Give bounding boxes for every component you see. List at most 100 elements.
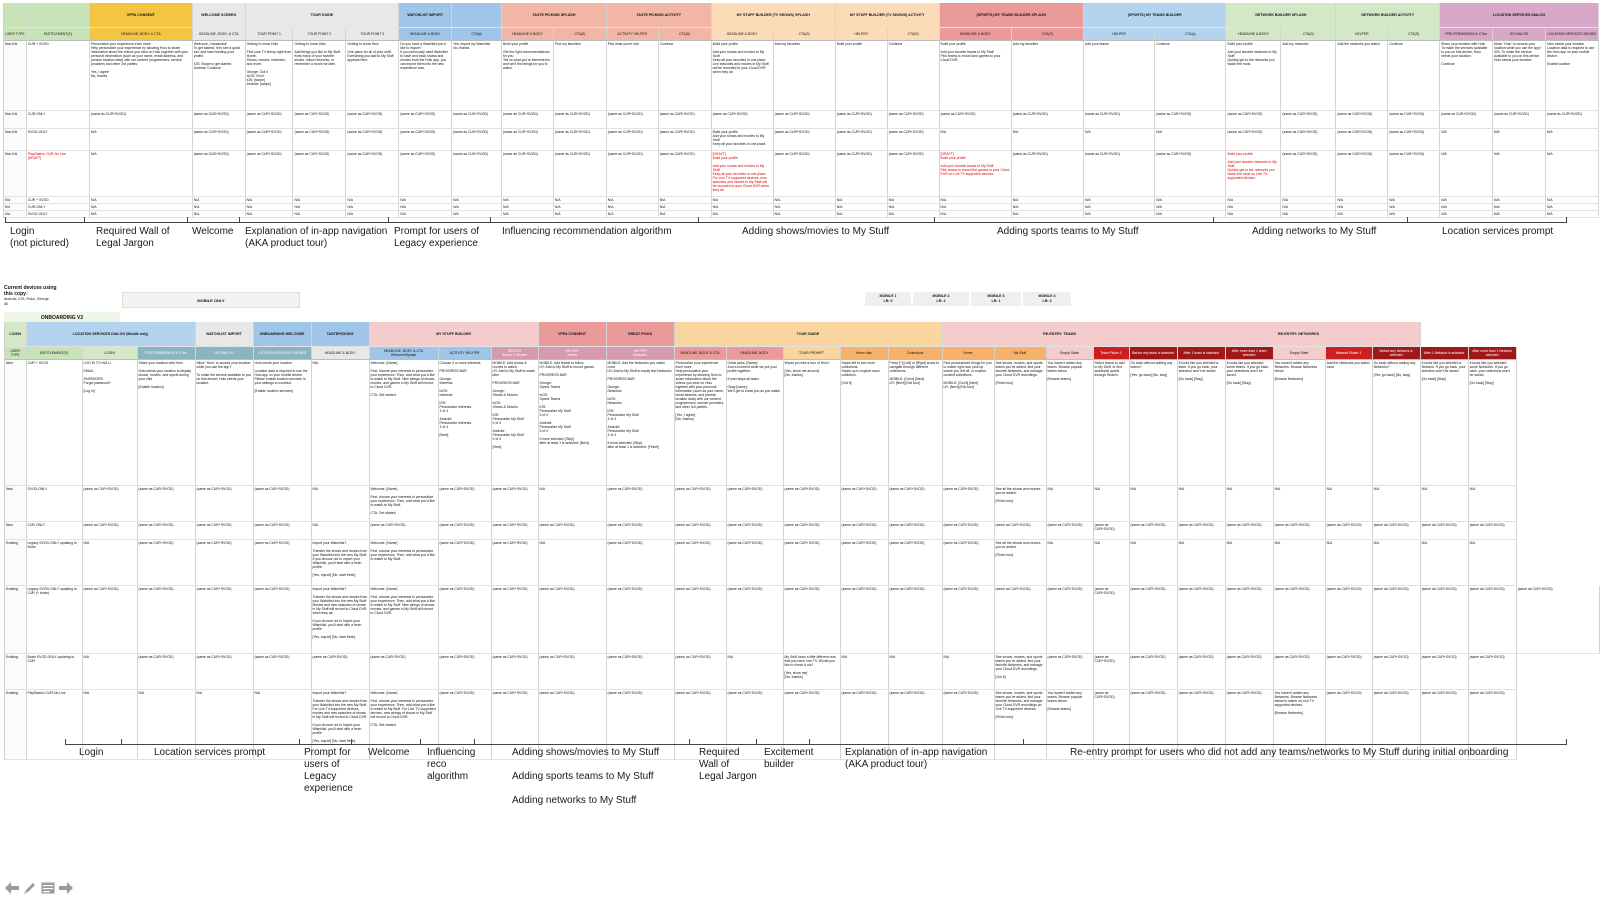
copy-cell: (same as CUR+SVOD): [538, 585, 607, 654]
copy-cell: N/A: [345, 203, 400, 211]
copy-cell: (same as CUR+SVOD): [82, 585, 138, 654]
copy-cell: N/A: [1545, 196, 1600, 204]
copy-cell: (same as CUR+SVOD): [89, 110, 193, 129]
entitlement-cell: PlayStation CUR-No Live: [26, 689, 83, 760]
copy-cell: See shows, movies, and sports teams you'…: [994, 359, 1047, 486]
copy-cell: (same as CUR+SVOD): [888, 485, 943, 522]
mobile-only-header: MOBILE ONLY: [122, 292, 300, 308]
column-header: HEADLINE, BODY, & CTA: [89, 27, 193, 41]
section-brace: [474, 739, 690, 745]
copy-cell: It looks like you selected some teams. I…: [1225, 359, 1274, 486]
copy-cell: N/A: [939, 196, 1012, 204]
copy-cell: (same as CUR+SVOD): [1325, 689, 1373, 760]
copy-cell: (same as CUR+SVOD): [942, 521, 995, 540]
copy-cell: N/A: [89, 150, 193, 197]
copy-cell: N/A: [1083, 128, 1156, 151]
copy-cell: (same as CUR+SVOD): [538, 653, 607, 690]
back-arrow-icon[interactable]: [4, 880, 19, 895]
copy-cell: (same as CUR+SVOD): [451, 110, 502, 129]
copy-cell: (same as CUR+SVOD): [1046, 521, 1094, 540]
copy-cell: Build your profile Add your favorite net…: [1225, 40, 1282, 111]
copy-cell: (same as CUR+SVOD): [195, 539, 254, 586]
copy-cell: You haven't added any teams. Browse popu…: [1046, 689, 1094, 760]
copy-cell: N/A: [606, 196, 659, 204]
copy-cell: Great picks, [Name] Just a moment while …: [726, 359, 784, 486]
forward-arrow-icon[interactable]: [58, 880, 73, 895]
copy-cell: (same as CUR+SVOD): [1177, 653, 1226, 690]
copy-cell: Build your profile Add your shows and mo…: [711, 128, 774, 151]
copy-cell: (same as CUR+SVOD): [345, 150, 400, 197]
copy-cell: (same as CUR+SVOD): [658, 128, 712, 151]
devices-note-list: Android, iOS, Roku, George All: [4, 297, 49, 306]
column-header: CTA(S): [887, 27, 940, 41]
copy-cell: (same as CUR+SVOD): [1093, 653, 1130, 690]
copy-cell: N/A: [245, 196, 294, 204]
section-brace: [187, 217, 240, 223]
slides-icon[interactable]: [40, 880, 55, 895]
copy-cell: N/A: [345, 210, 400, 218]
copy-cell: (same as CUR+SVOD): [491, 521, 539, 540]
section-header: NETWORK BUILDER SPLASH: [1225, 3, 1337, 28]
copy-cell: N/A: [887, 210, 940, 218]
copy-cell: (same as CUR+SVOD): [942, 689, 995, 760]
copy-cell: N/A: [1011, 196, 1085, 204]
copy-cell: (same as CUR+SVOD): [606, 539, 675, 586]
table-row: Kid SVOD-ONLY N/A N/A N/A N/A N/A N/A N/A N/A N/A N…: [4, 210, 1600, 218]
copy-cell: (same as CUR+SVOD): [253, 521, 312, 540]
copy-cell: N/A: [658, 196, 712, 204]
column-header: Before any Network is selected: [1372, 346, 1421, 360]
copy-cell: (same as CUR+SVOD): [553, 128, 607, 151]
pencil-icon[interactable]: [22, 880, 37, 895]
copy-cell: Build your profile: [835, 40, 888, 111]
bottom-table: LOGIN LOCATION SERVICES DIALOG (Mobile on…: [5, 322, 1600, 760]
copy-cell: N/A: [835, 203, 888, 211]
copy-cell: N/A: [538, 485, 607, 522]
column-header: OS DIALOG: [1492, 27, 1546, 41]
copy-cell: Getting to know Hulu Find your TV lineup…: [245, 40, 294, 111]
copy-cell: (same as CUR+SVOD): [137, 653, 196, 690]
table-row: New CUR-ONLY (same as CUR+SVOD) (same as CU…: [5, 521, 1600, 540]
copy-cell: (same as CUR+SVOD): [253, 485, 312, 522]
copy-cell: (same as CUR+SVOD): [311, 653, 370, 690]
copy-cell: (same as CUR+SVOD): [1129, 521, 1178, 540]
copy-cell: N/A: [82, 689, 138, 760]
copy-cell: N/A: [658, 203, 712, 211]
copy-cell: Do you have a Watchlist you'd like to im…: [398, 40, 453, 111]
entitlement-cell: Boxie SVOD-ONLY updating to CUR: [26, 653, 83, 690]
copy-cell: You haven't added any Networks. Browse N…: [1273, 359, 1326, 486]
copy-cell: N/A: [1177, 485, 1226, 522]
copy-cell: (same as CUR+SVOD): [491, 689, 539, 760]
copy-cell: Add my favorites: [773, 40, 836, 111]
copy-cell: (same as CUR+SVOD): [606, 110, 659, 129]
copy-cell: N/A: [942, 653, 995, 690]
user-type-cell: Kid: [4, 203, 27, 211]
copy-cell: (same as CUR+SVOD): [1177, 689, 1226, 760]
top-matrix: VPPA CONSENT WELCOME SCREEN TOUR GUIDE WATC…: [3, 3, 1600, 218]
column-header: Empty State: [1046, 346, 1094, 360]
column-header: CTA(S): [658, 27, 712, 41]
copy-cell: (same as CUR+SVOD): [137, 521, 196, 540]
copy-cell: N/A: [1046, 539, 1094, 586]
copy-cell: N/A: [195, 689, 254, 760]
copy-cell: Build your profile Get the right recomme…: [501, 40, 554, 111]
copy-cell: N/A: [835, 210, 888, 218]
copy-cell: N/A: [1372, 485, 1421, 522]
top-section-header-row: VPPA CONSENT WELCOME SCREEN TOUR GUIDE WATC…: [4, 3, 1599, 28]
copy-cell: (same as CUR+SVOD): [1372, 521, 1421, 540]
copy-cell: N/A: [606, 210, 659, 218]
copy-cell: Hulu needs your location Location data i…: [253, 359, 312, 486]
column-header: HEADLINE & BODY: [501, 27, 554, 41]
copy-cell: Import your Watchlist? Transfer the show…: [311, 585, 370, 654]
copy-cell: (same as CUR+SVOD): [726, 485, 784, 522]
column-header: PRE-PERMISSION & CTAs: [1439, 27, 1494, 41]
copy-cell: (same as CUR+SVOD): [840, 689, 889, 760]
copy-cell: N/A: [1280, 210, 1337, 218]
section-label: Login (not pictured): [10, 226, 69, 249]
onboarding-title: ONBOARDING V2: [4, 312, 120, 324]
user-type-cell: Existing: [5, 585, 27, 654]
copy-cell: Build your profile Add your shows and mo…: [711, 40, 774, 111]
column-header: CTA(S): [1011, 27, 1085, 41]
copy-cell: It looks like you selected some Networks…: [1468, 359, 1517, 486]
copy-cell: N/A: [1335, 203, 1389, 211]
section-header: (SPORTS) MY TEAMS BUILDER: [1083, 3, 1227, 28]
